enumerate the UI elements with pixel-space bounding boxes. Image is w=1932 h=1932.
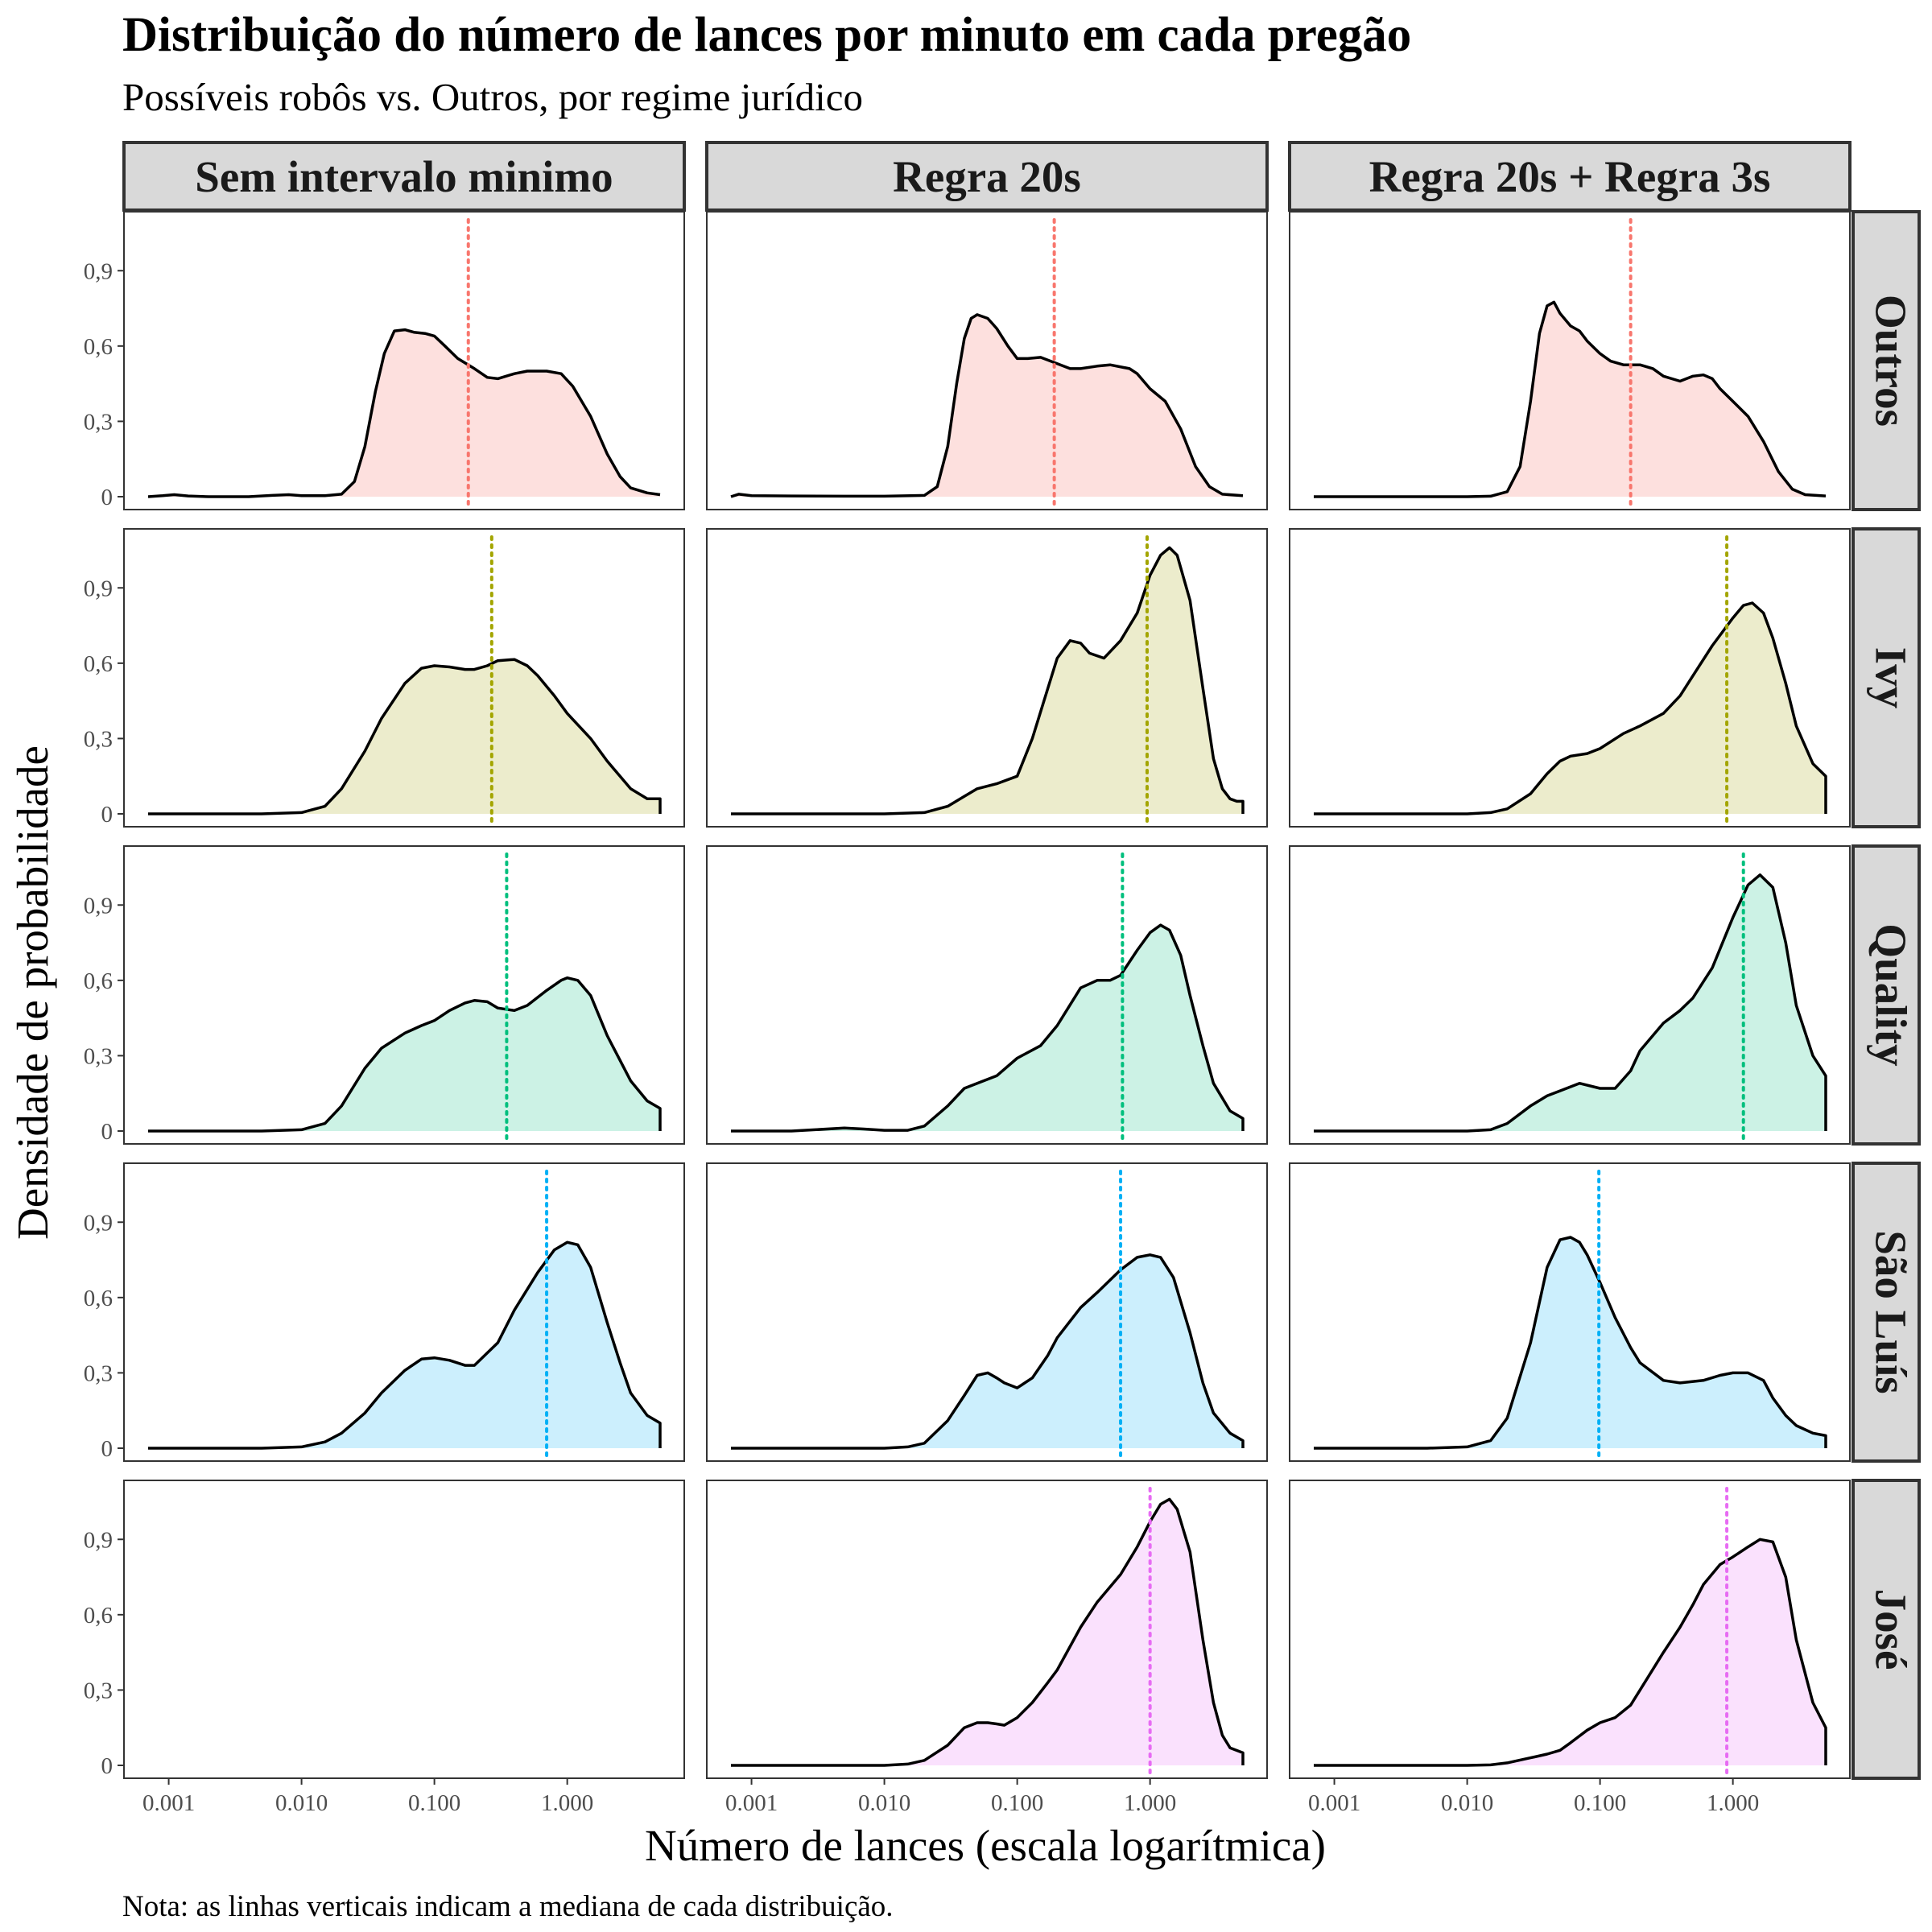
row-strip-sao-luis [1852,1162,1921,1463]
density-line-quality-sem-intervalo-minimo [148,976,662,1133]
row-strip-jose [1852,1479,1921,1780]
y-tick-label: 0,6 [84,1603,113,1629]
y-tick-label: 0 [101,1119,114,1145]
y-tick-label: 0,6 [84,968,113,994]
density-area-sao-luis-sem-intervalo-minimo [148,1242,660,1448]
panel-jose-sem-intervalo-minimo [123,1480,685,1779]
chart-title: Distribuição do número de lances por min… [122,8,1411,62]
density-area-quality-sem-intervalo-minimo [148,977,660,1131]
density-area-ivy-regra-20s [731,547,1243,814]
y-tick-label: 0,9 [84,893,113,919]
y-tick-label: 0,9 [84,576,113,601]
density-line-sao-luis-regra-20s [731,1253,1245,1450]
x-tick-label: 0.001 [142,1790,195,1816]
density-area-sao-luis-regra-20s-regra-3s [1314,1237,1826,1448]
y-tick-label: 0,3 [84,726,113,752]
density-line-ivy-regra-20s-regra-3s [1314,601,1827,815]
density-line-outros-regra-20s-regra-3s [1314,300,1827,498]
y-tick-label: 0,9 [84,258,113,284]
column-strip-label-sem-intervalo-minimo: Sem intervalo minimo [195,152,613,201]
density-area-quality-regra-20s-regra-3s [1314,874,1826,1131]
x-tick-label: 1.000 [1707,1790,1759,1816]
row-strip-ivy [1852,527,1921,828]
y-tick-label: 0 [101,485,114,510]
row-strip-outros [1852,210,1921,511]
y-tick-label: 0,3 [84,409,113,435]
density-line-quality-regra-20s-regra-3s [1314,873,1827,1133]
y-tick-label: 0,9 [84,1210,113,1236]
column-strip-label-regra-20s: Regra 20s [893,152,1081,201]
density-line-outros-sem-intervalo-minimo [147,328,661,498]
density-line-sao-luis-sem-intervalo-minimo [148,1241,662,1450]
x-tick-label: 0.100 [408,1790,460,1816]
y-tick-label: 0,6 [84,334,113,360]
row-strip-label-quality: Quality [1866,923,1915,1066]
x-tick-label: 0.010 [275,1790,328,1816]
density-line-sao-luis-regra-20s-regra-3s [1314,1236,1827,1450]
chart-caption: Nota: as linhas verticais indicam a medi… [122,1890,894,1923]
row-strip-label-sao-luis: São Luís [1866,1230,1915,1393]
row-strip-label-jose: José [1866,1589,1915,1670]
x-tick-label: 0.010 [1441,1790,1493,1816]
x-tick-label: 0.001 [1308,1790,1360,1816]
y-tick-label: 0,3 [84,1360,113,1386]
density-area-ivy-sem-intervalo-minimo [148,659,660,814]
x-tick-label: 0.100 [1574,1790,1626,1816]
x-tick-label: 1.000 [1124,1790,1176,1816]
density-area-outros-regra-20s-regra-3s [1314,302,1826,497]
row-strip-quality [1852,844,1921,1146]
column-strip-regra-20s-regra-3s [1288,141,1852,212]
x-axis-title: Número de lances (escala logarítmica) [645,1821,1326,1870]
x-tick-label: 1.000 [541,1790,593,1816]
density-area-outros-regra-20s [731,314,1243,497]
y-tick-label: 0,6 [84,1286,113,1311]
density-line-jose-regra-20s [731,1497,1245,1767]
x-tick-label: 0.001 [725,1790,778,1816]
column-strip-sem-intervalo-minimo [122,141,686,212]
density-line-outros-regra-20s [730,313,1244,498]
y-axis-title: Densidade de probabilidade [8,745,57,1240]
facet-grid: Sem intervalo minimo Regra 20s Regra 20s +… [84,141,1921,1816]
x-tick-label: 0.010 [858,1790,910,1816]
column-strip-regra-20s [705,141,1269,212]
y-tick-label: 0 [101,1753,114,1779]
y-tick-label: 0 [101,1436,114,1462]
density-area-jose-regra-20s [731,1499,1243,1765]
density-area-sao-luis-regra-20s [731,1254,1243,1448]
density-area-quality-regra-20s [731,925,1243,1131]
density-line-quality-regra-20s [731,923,1245,1133]
y-tick-label: 0,9 [84,1527,113,1553]
density-line-ivy-sem-intervalo-minimo [148,658,662,815]
density-line-jose-regra-20s-regra-3s [1314,1538,1827,1767]
row-strip-label-ivy: Ivy [1866,647,1915,708]
density-line-ivy-regra-20s [731,546,1245,815]
y-tick-label: 0,3 [84,1043,113,1069]
row-strip-label-outros: Outros [1866,295,1915,427]
y-tick-label: 0,3 [84,1678,113,1703]
y-tick-label: 0,6 [84,651,113,677]
density-area-ivy-regra-20s-regra-3s [1314,603,1826,814]
x-tick-label: 0.100 [991,1790,1043,1816]
column-strip-label-regra-20s-regra-3s: Regra 20s + Regra 3s [1369,152,1771,201]
chart-subtitle: Possíveis robôs vs. Outros, por regime j… [122,75,863,119]
y-tick-label: 0 [101,802,114,828]
